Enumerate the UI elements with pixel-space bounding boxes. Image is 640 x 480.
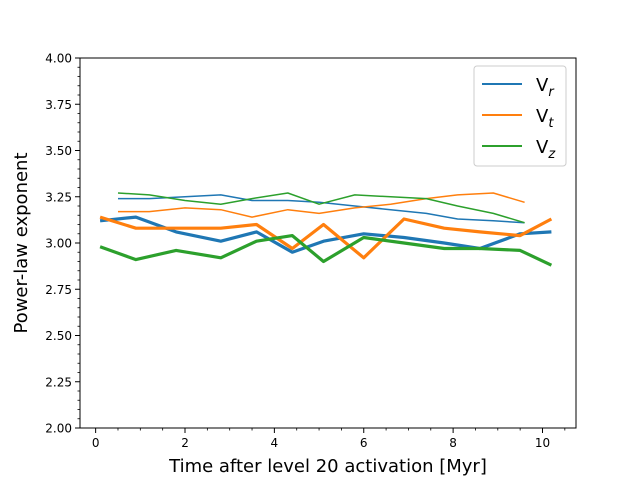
- x-tick-label: 10: [535, 436, 550, 450]
- series-line-vz-thin: [117, 192, 525, 224]
- legend-label-main: V: [536, 137, 549, 158]
- series-line-vt-thick: [99, 215, 553, 260]
- y-tick-label: 3.25: [45, 190, 72, 204]
- legend-label: Vz: [536, 137, 556, 162]
- y-tick-label: 3.75: [45, 98, 72, 112]
- legend-label-subscript: z: [547, 147, 556, 162]
- y-tick-label: 2.00: [45, 422, 72, 436]
- y-axis: 2.00 2.25 2.50 2.75 3.00 3.25 3.50 3.75 4.00: [45, 52, 80, 436]
- series-line-vz-thick: [99, 234, 553, 267]
- legend-label: Vt: [536, 106, 554, 131]
- y-tick-label: 2.75: [45, 283, 72, 297]
- x-tick-label: 8: [449, 436, 457, 450]
- legend-label-main: V: [536, 75, 549, 96]
- series-layer: [99, 192, 553, 267]
- y-tick-label: 4.00: [45, 52, 72, 66]
- legend-label-subscript: t: [548, 116, 554, 131]
- legend-entry-vz: Vz: [482, 137, 556, 162]
- x-tick-label: 6: [360, 436, 368, 450]
- plot-area: [79, 57, 577, 429]
- x-tick-label: 4: [271, 436, 279, 450]
- legend-entry-vt: Vt: [482, 106, 554, 131]
- x-tick-label: 0: [92, 436, 100, 450]
- legend-entry-vr: Vr: [482, 75, 555, 100]
- y-tick-label: 2.50: [45, 329, 72, 343]
- series-line-vr-thin: [118, 194, 525, 224]
- series-line-vt-thin: [118, 192, 525, 218]
- series-line-vr-thick: [99, 215, 552, 254]
- x-axis: 0 2 4 6 8 10: [92, 428, 566, 450]
- legend-label: Vr: [536, 75, 555, 100]
- y-tick-label: 2.25: [45, 375, 72, 389]
- y-axis-label: Power-law exponent: [11, 152, 32, 333]
- x-axis-label: Time after level 20 activation [Myr]: [168, 456, 487, 477]
- y-tick-label: 3.50: [45, 144, 72, 158]
- legend-label-main: V: [536, 106, 549, 127]
- legend-label-subscript: r: [548, 85, 555, 100]
- x-tick-label: 2: [181, 436, 189, 450]
- y-tick-label: 3.00: [45, 237, 72, 251]
